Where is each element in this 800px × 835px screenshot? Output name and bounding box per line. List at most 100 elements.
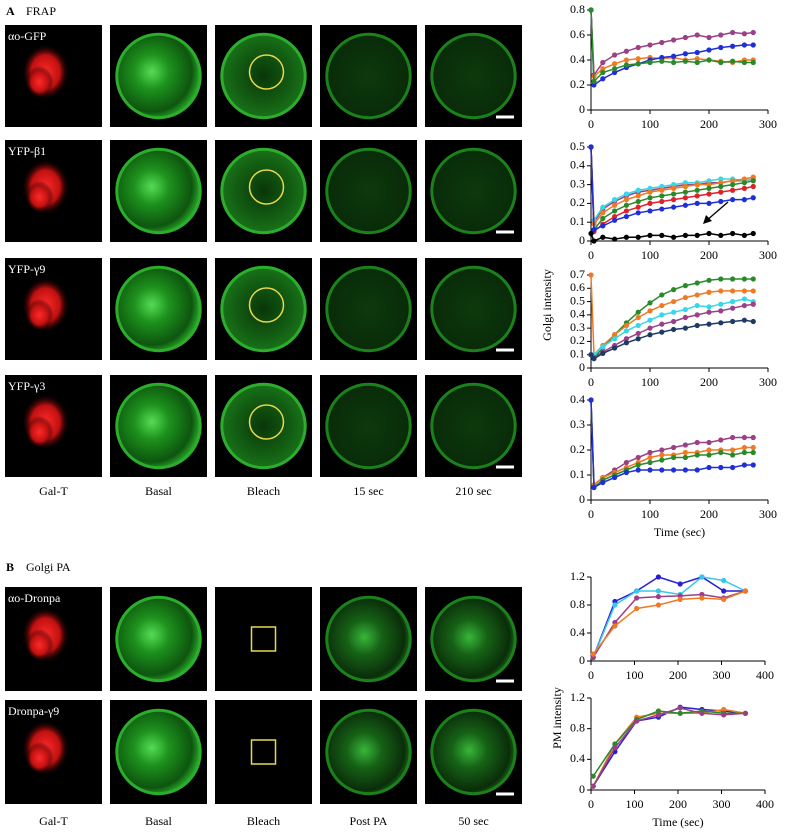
data-point xyxy=(612,623,618,629)
data-point xyxy=(730,197,736,203)
x-tick-label: 0 xyxy=(588,797,594,811)
data-point xyxy=(718,198,724,205)
data-point xyxy=(647,308,653,314)
data-point xyxy=(706,200,712,206)
data-point xyxy=(721,596,727,603)
data-point xyxy=(623,328,630,334)
series-line xyxy=(590,146,754,227)
data-point xyxy=(647,232,653,238)
x-tick-label: 300 xyxy=(759,375,777,389)
data-point xyxy=(730,187,736,193)
series-line xyxy=(592,576,746,658)
data-point xyxy=(718,59,724,66)
data-point xyxy=(694,322,700,329)
data-point xyxy=(591,82,597,88)
data-point xyxy=(634,605,640,612)
data-point xyxy=(741,434,748,441)
data-point xyxy=(741,31,748,37)
data-point xyxy=(659,467,665,473)
data-point xyxy=(718,183,724,190)
data-point xyxy=(750,29,756,36)
data-point xyxy=(588,272,594,278)
x-tick-label: 300 xyxy=(759,507,777,521)
x-tick-label: 100 xyxy=(641,507,659,521)
data-point xyxy=(612,336,618,342)
row-label: αo-Dronpa xyxy=(8,591,61,605)
data-point xyxy=(706,178,712,184)
data-point xyxy=(742,710,749,716)
data-point xyxy=(591,356,597,362)
column-label: Post PA xyxy=(350,814,388,828)
data-point xyxy=(677,581,683,587)
data-point xyxy=(682,202,689,208)
y-tick-label: 0.7 xyxy=(570,267,585,281)
cell xyxy=(115,147,202,235)
data-point xyxy=(694,302,700,309)
data-point xyxy=(623,202,630,208)
data-point xyxy=(694,187,700,193)
data-point xyxy=(647,317,653,323)
row-label: YFP-γ3 xyxy=(8,379,45,393)
data-point xyxy=(694,193,700,199)
data-point xyxy=(635,336,641,342)
data-point xyxy=(706,309,712,315)
data-point xyxy=(682,442,689,448)
micrograph xyxy=(215,587,312,691)
cell xyxy=(325,708,412,796)
data-point xyxy=(694,200,700,206)
series-line xyxy=(590,399,754,487)
data-point xyxy=(682,467,689,473)
series-line xyxy=(590,232,754,242)
annotation-arrowhead xyxy=(703,215,712,224)
y-tick-label: 0.6 xyxy=(570,280,585,294)
data-point xyxy=(591,78,597,84)
data-point xyxy=(750,434,756,441)
data-point xyxy=(730,43,736,49)
data-point xyxy=(682,325,689,331)
cell xyxy=(220,147,307,235)
data-point xyxy=(647,59,653,66)
data-point xyxy=(741,302,748,309)
data-point xyxy=(623,322,630,329)
cell xyxy=(220,382,307,470)
data-point xyxy=(750,59,756,66)
data-point xyxy=(750,174,756,180)
cell xyxy=(220,32,307,120)
data-point xyxy=(750,318,756,325)
data-point xyxy=(718,464,724,471)
data-point xyxy=(647,185,653,191)
data-point xyxy=(588,7,594,13)
row-label: YFP-β1 xyxy=(8,144,46,158)
data-point xyxy=(612,236,618,242)
y-tick-label: 0 xyxy=(579,102,585,116)
data-point xyxy=(682,183,689,190)
data-point xyxy=(623,459,630,466)
y-tick-label: 0.2 xyxy=(570,442,585,456)
data-point xyxy=(591,238,597,244)
series-line xyxy=(592,590,746,658)
data-point xyxy=(623,469,630,476)
annotation-arrow xyxy=(705,201,729,222)
data-point xyxy=(612,213,618,220)
y-tick-label: 0.8 xyxy=(570,597,585,611)
data-point xyxy=(699,574,705,580)
cell xyxy=(430,265,517,353)
data-point xyxy=(612,197,618,203)
data-point xyxy=(677,710,683,716)
y-tick-label: 0.5 xyxy=(570,293,585,307)
x-tick-label: 0 xyxy=(588,248,594,262)
y-tick-label: 0 xyxy=(579,653,585,667)
data-point xyxy=(730,276,736,282)
data-point xyxy=(718,308,724,314)
data-point xyxy=(718,288,724,294)
series-line xyxy=(592,576,746,658)
data-point xyxy=(647,467,653,473)
data-point xyxy=(635,467,641,473)
y-axis-label: Golgi intensity xyxy=(540,269,554,341)
cell xyxy=(220,265,307,353)
data-point xyxy=(612,332,618,338)
data-point xyxy=(718,32,724,38)
x-axis-label: Time (sec) xyxy=(654,525,705,539)
data-point xyxy=(612,745,618,751)
cell xyxy=(430,595,517,683)
